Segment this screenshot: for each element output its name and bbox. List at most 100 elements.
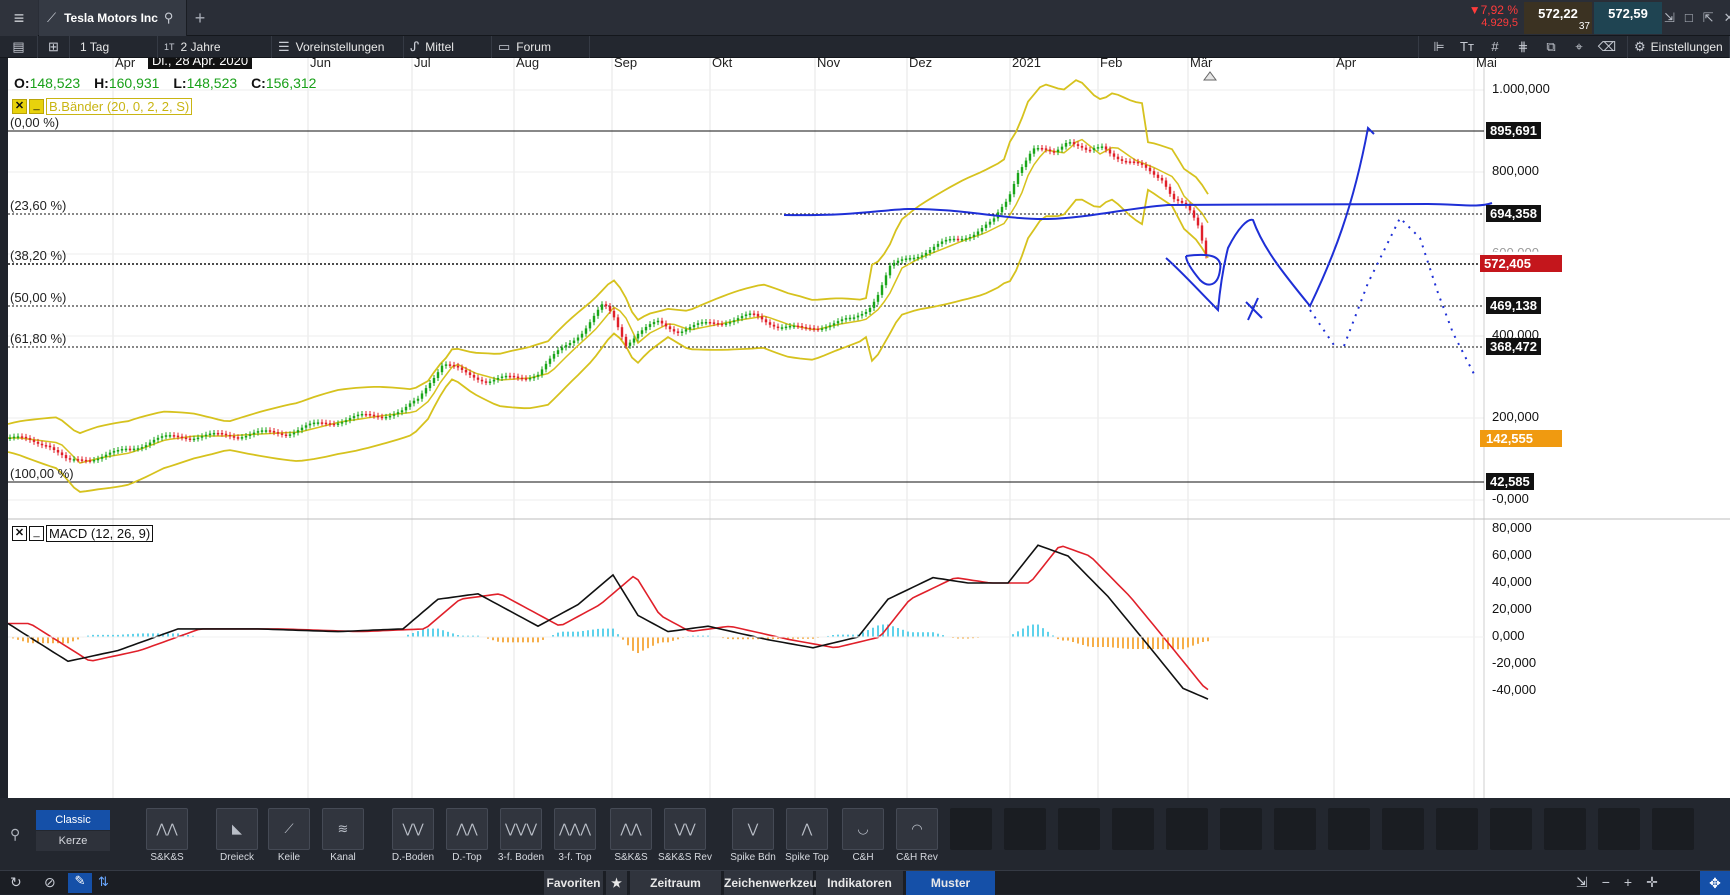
forum-button[interactable]: ▭ Forum: [492, 35, 590, 58]
interval-button[interactable]: 1 Tag: [70, 35, 158, 58]
collapse-indicator-icon[interactable]: _: [29, 99, 44, 114]
refresh-icon[interactable]: ↻: [10, 874, 22, 890]
window-controls: ⇲□⇱✕: [1664, 10, 1730, 26]
pattern-button[interactable]: ⋀⋀: [610, 808, 652, 850]
range-button[interactable]: 1T 2 Jahre: [158, 35, 272, 58]
zoom-out-icon[interactable]: −: [1601, 874, 1624, 890]
tab-instrument[interactable]: ⟋ Tesla Motors Inc ⚲: [39, 0, 187, 36]
copy-icon[interactable]: ⧉: [1546, 38, 1556, 54]
close-icon[interactable]: ✕: [1724, 10, 1730, 25]
eraser-icon[interactable]: ⌫: [1597, 38, 1617, 54]
ask-price: 572,59: [1608, 6, 1648, 21]
settings-button[interactable]: ⚙ Einstellungen: [1628, 35, 1730, 58]
pattern-label: S&K&S Rev: [658, 852, 712, 863]
search-icon[interactable]: ⚲: [163, 10, 174, 25]
candle-body: [860, 313, 864, 316]
candle-body: [880, 285, 884, 295]
expand-icon[interactable]: ✥: [1700, 871, 1730, 895]
interval-label: 1 Tag: [80, 39, 110, 54]
pattern-button[interactable]: ⋁: [732, 808, 774, 850]
add-tab-icon[interactable]: +: [194, 8, 206, 28]
candle-body: [1084, 147, 1088, 150]
pattern-button[interactable]: ⋁⋁: [392, 808, 434, 850]
hamburger-menu-icon[interactable]: ≡: [0, 0, 38, 36]
drawing-projection-path: [1165, 125, 1375, 313]
mode-classic-button[interactable]: Classic: [36, 810, 110, 830]
grid-icon[interactable]: #: [1491, 39, 1499, 54]
price-axis-label: 1.000,000: [1492, 81, 1550, 96]
disable-icon[interactable]: ⊘: [44, 874, 56, 890]
chart-canvas[interactable]: [8, 58, 1730, 798]
bollinger-upper-band: [8, 79, 1209, 435]
candle-body: [264, 430, 268, 432]
pattern-button[interactable]: ◡: [842, 808, 884, 850]
remove-indicator-icon[interactable]: ✕: [12, 99, 27, 114]
ask-button[interactable]: 572,59: [1594, 2, 1662, 34]
text-icon[interactable]: Tт: [1460, 39, 1474, 54]
candle-body: [1064, 142, 1068, 147]
crosshair-icon[interactable]: ⌖: [1575, 38, 1583, 54]
pattern-button[interactable]: ⋁⋁⋁: [500, 808, 542, 850]
bottom-tab[interactable]: Favoriten: [544, 871, 604, 895]
candle-body: [56, 449, 60, 453]
pencil-icon[interactable]: ✎: [68, 873, 92, 893]
candle-body: [1196, 217, 1200, 226]
candle-body: [120, 449, 124, 451]
candle-body: [648, 324, 652, 327]
macd-label[interactable]: MACD (12, 26, 9): [46, 525, 154, 542]
bottom-tab[interactable]: Indikatoren: [816, 871, 904, 895]
macd-axis-label: 80,000: [1492, 520, 1532, 535]
pattern-button[interactable]: ⋀⋀: [446, 808, 488, 850]
layout-icon[interactable]: ▤: [0, 35, 38, 58]
candle-body: [568, 343, 572, 346]
pattern-button[interactable]: ⋀⋀: [146, 808, 188, 850]
collapse-macd-icon[interactable]: _: [29, 526, 44, 541]
pattern-label: D.-Top: [452, 852, 482, 863]
presets-button[interactable]: ☰ Voreinstellungen: [272, 35, 404, 58]
month-label: Dez: [909, 58, 933, 70]
fib-icon[interactable]: ⋕: [1517, 38, 1529, 54]
fit-icon[interactable]: ⇲: [1576, 874, 1602, 890]
pattern-button[interactable]: ⋀⋀⋀: [554, 808, 596, 850]
candle-body: [312, 422, 316, 425]
candle-body: [1060, 146, 1064, 150]
minimize-icon[interactable]: ⇲: [1664, 10, 1685, 25]
average-icon: ᔑ: [410, 38, 420, 54]
grid-layout-icon[interactable]: ⊞: [38, 35, 70, 58]
candle-body: [1068, 142, 1072, 144]
crosshair-tool-icon[interactable]: ✛: [1646, 874, 1672, 890]
align-icon[interactable]: ⊫: [1433, 38, 1445, 54]
candle-body: [576, 337, 580, 341]
pattern-button[interactable]: ⟋: [268, 808, 310, 850]
pattern-button[interactable]: ◣: [216, 808, 258, 850]
sort-icon[interactable]: ⇅: [98, 874, 109, 889]
low-label: L:: [173, 75, 187, 91]
month-label: Sep: [614, 58, 638, 70]
pattern-button[interactable]: ⋀: [786, 808, 828, 850]
average-button[interactable]: ᔑ Mittel: [404, 35, 492, 58]
pattern-button[interactable]: ≋: [322, 808, 364, 850]
bottom-tab[interactable]: Muster: [906, 871, 996, 895]
maximize-icon[interactable]: □: [1684, 10, 1703, 25]
remove-macd-icon[interactable]: ✕: [12, 526, 27, 541]
bottom-tab[interactable]: Zeitraum: [630, 871, 722, 895]
mode-candle-button[interactable]: Kerze: [36, 831, 110, 851]
zoom-in-icon[interactable]: +: [1623, 874, 1647, 890]
bid-button[interactable]: 572,22 37: [1524, 2, 1592, 34]
candle-body: [928, 249, 932, 253]
pattern-button[interactable]: ⋁⋁: [664, 808, 706, 850]
bollinger-label[interactable]: B.Bänder (20, 0, 2, 2, S): [46, 98, 193, 115]
candle-body: [16, 436, 20, 438]
candle-body: [1164, 180, 1168, 187]
month-label: 2021: [1012, 58, 1041, 70]
bottom-tab[interactable]: Zeichenwerkzeuge: [724, 871, 831, 895]
candle-body: [36, 441, 40, 444]
popout-icon[interactable]: ⇱: [1702, 10, 1724, 25]
candle-body: [324, 422, 328, 425]
candle-body: [112, 450, 116, 453]
star-icon[interactable]: ★: [606, 871, 628, 895]
search-icon[interactable]: ⚲: [10, 826, 21, 842]
chart-area[interactable]: Apr Jun Jul Aug Sep Okt Nov Dez 2021 Feb Mär Apr Mai…: [8, 58, 1730, 798]
pattern-button[interactable]: ◠: [896, 808, 938, 850]
chart-toolbar: ▤ ⊞ 1 Tag 1T 2 Jahre ☰ Voreinstellungen …: [0, 35, 1730, 58]
